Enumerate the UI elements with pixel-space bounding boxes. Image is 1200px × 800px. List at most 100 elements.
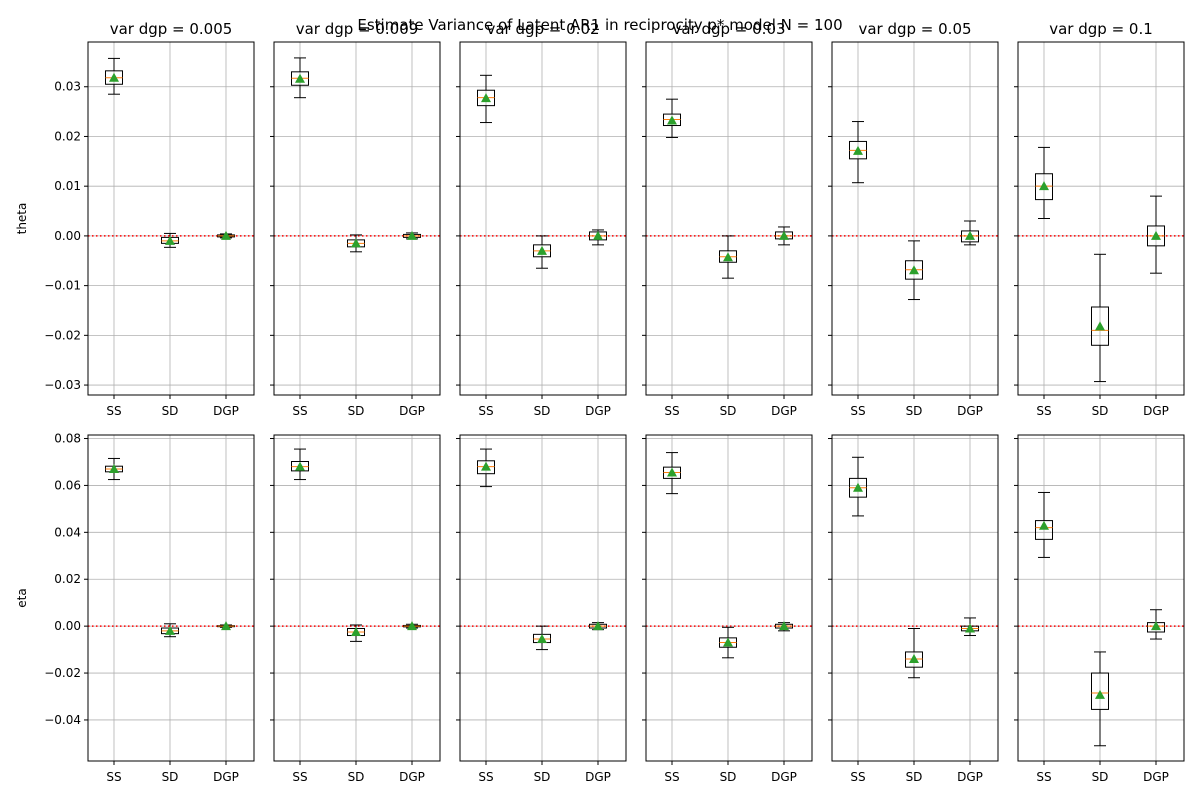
box-eta-4-SS xyxy=(849,456,867,517)
panel-theta-2: SS SD DGP var dgp = 0.02 xyxy=(456,20,627,418)
xtick-label-eta-4-2: DGP xyxy=(957,770,983,784)
xtick-label-theta-1-0: SS xyxy=(292,404,307,418)
box-eta-5-SD xyxy=(1091,651,1109,747)
panel-eta-1: SS SD DGP xyxy=(270,434,441,784)
mean-marker-eta-3-SD xyxy=(723,637,733,647)
panel-title-0: var dgp = 0.005 xyxy=(110,20,233,38)
box-eta-5-DGP xyxy=(1147,609,1165,640)
panel-frame-eta-1 xyxy=(273,434,441,762)
xtick-label-theta-4-0: SS xyxy=(850,404,865,418)
mean-marker-eta-4-DGP xyxy=(965,623,975,633)
box-eta-4-SD xyxy=(905,627,923,679)
xtick-label-theta-3-2: DGP xyxy=(771,404,797,418)
xtick-label-eta-1-0: SS xyxy=(292,770,307,784)
mean-marker-theta-2-DGP xyxy=(593,230,603,240)
xtick-label-theta-2-0: SS xyxy=(478,404,493,418)
xtick-label-eta-0-0: SS xyxy=(106,770,121,784)
mean-marker-eta-3-SS xyxy=(667,467,677,477)
box-iqr-theta-5-SD xyxy=(1091,306,1109,346)
box-theta-0-SD xyxy=(161,232,179,248)
panel-frame-eta-2 xyxy=(459,434,627,762)
panel-frame-eta-3 xyxy=(645,434,813,762)
mean-marker-eta-4-SS xyxy=(853,482,863,492)
box-theta-3-DGP xyxy=(775,226,793,246)
ytick-label-theta-3: 0.00 xyxy=(54,229,81,243)
panel-eta-3: SS SD DGP xyxy=(642,434,813,784)
box-theta-4-DGP xyxy=(961,220,979,246)
box-theta-3-SS xyxy=(663,98,681,138)
box-eta-5-SS xyxy=(1035,491,1053,558)
box-iqr-eta-4-SD xyxy=(905,651,923,668)
ytick-label-theta-1: −0.02 xyxy=(44,328,81,342)
panel-frame-eta-4 xyxy=(831,434,999,762)
box-theta-2-SS xyxy=(477,74,495,124)
xtick-label-eta-3-2: DGP xyxy=(771,770,797,784)
xtick-label-theta-4-1: SD xyxy=(906,404,923,418)
xtick-label-theta-2-2: DGP xyxy=(585,404,611,418)
panel-eta-5: SS SD DGP xyxy=(1014,434,1185,784)
xtick-label-eta-0-1: SD xyxy=(162,770,179,784)
box-theta-4-SS xyxy=(849,121,867,184)
xtick-label-eta-2-0: SS xyxy=(478,770,493,784)
box-eta-1-SD xyxy=(347,624,365,642)
xtick-label-theta-3-1: SD xyxy=(720,404,737,418)
xtick-label-eta-5-0: SS xyxy=(1036,770,1051,784)
mean-marker-theta-0-SS xyxy=(109,72,119,82)
box-theta-5-SS xyxy=(1035,146,1053,219)
box-eta-3-SS xyxy=(663,452,681,495)
mean-marker-theta-3-SS xyxy=(667,115,677,125)
panel-title-1: var dgp = 0.009 xyxy=(296,20,419,38)
box-theta-2-DGP xyxy=(589,229,607,246)
panel-eta-0: −0.04 −0.02 0.00 0.02 0.04 0.06 0.08 SS SD DGP xyxy=(44,432,255,784)
xtick-label-eta-3-1: SD xyxy=(720,770,737,784)
xtick-label-eta-4-0: SS xyxy=(850,770,865,784)
xtick-label-theta-2-1: SD xyxy=(534,404,551,418)
ytick-label-eta-4: 0.04 xyxy=(54,525,81,539)
panel-theta-3: SS SD DGP var dgp = 0.03 xyxy=(642,20,813,418)
xtick-label-eta-1-1: SD xyxy=(348,770,365,784)
mean-marker-eta-3-DGP xyxy=(779,621,789,631)
mean-marker-theta-5-SS xyxy=(1039,181,1049,191)
mean-marker-eta-5-DGP xyxy=(1151,621,1161,631)
box-eta-2-SD xyxy=(533,625,551,651)
ylabel-theta: theta xyxy=(15,203,29,235)
box-eta-0-DGP xyxy=(217,621,235,631)
box-eta-3-DGP xyxy=(775,621,793,632)
mean-marker-theta-4-DGP xyxy=(965,230,975,240)
mean-marker-theta-3-SD xyxy=(723,252,733,262)
ytick-label-eta-2: 0.00 xyxy=(54,619,81,633)
mean-marker-eta-5-SD xyxy=(1095,689,1105,699)
xtick-label-theta-4-2: DGP xyxy=(957,404,983,418)
panel-theta-4: SS SD DGP var dgp = 0.05 xyxy=(828,20,999,418)
mean-marker-theta-2-SD xyxy=(537,245,547,255)
box-eta-2-DGP xyxy=(589,621,607,631)
panel-title-2: var dgp = 0.02 xyxy=(486,20,599,38)
box-eta-0-SD xyxy=(161,623,179,638)
mean-marker-eta-1-SD xyxy=(351,627,361,637)
panel-frame-theta-1 xyxy=(273,41,441,396)
mean-marker-eta-2-DGP xyxy=(593,621,603,631)
box-eta-1-DGP xyxy=(403,621,421,631)
box-eta-2-SS xyxy=(477,448,495,488)
xtick-label-theta-5-1: SD xyxy=(1092,404,1109,418)
xtick-label-theta-0-2: DGP xyxy=(213,404,239,418)
xtick-label-eta-5-1: SD xyxy=(1092,770,1109,784)
mean-marker-theta-1-DGP xyxy=(407,230,417,240)
mean-marker-eta-0-SD xyxy=(165,625,175,635)
box-iqr-eta-5-SS xyxy=(1035,520,1053,540)
mean-marker-eta-2-SD xyxy=(537,634,547,644)
box-theta-1-SS xyxy=(291,57,309,99)
ytick-label-theta-0: −0.03 xyxy=(44,378,81,392)
ytick-label-eta-6: 0.08 xyxy=(54,432,81,446)
panel-frame-theta-3 xyxy=(645,41,813,396)
xtick-label-eta-4-1: SD xyxy=(906,770,923,784)
panel-theta-1: SS SD DGP var dgp = 0.009 xyxy=(270,20,441,418)
ytick-label-eta-1: −0.02 xyxy=(44,666,81,680)
xtick-label-theta-0-0: SS xyxy=(106,404,121,418)
box-theta-1-DGP xyxy=(403,230,421,240)
mean-marker-theta-0-SD xyxy=(165,235,175,245)
panel-title-3: var dgp = 0.03 xyxy=(672,20,785,38)
box-theta-2-SD xyxy=(533,235,551,269)
box-eta-1-SS xyxy=(291,448,309,481)
